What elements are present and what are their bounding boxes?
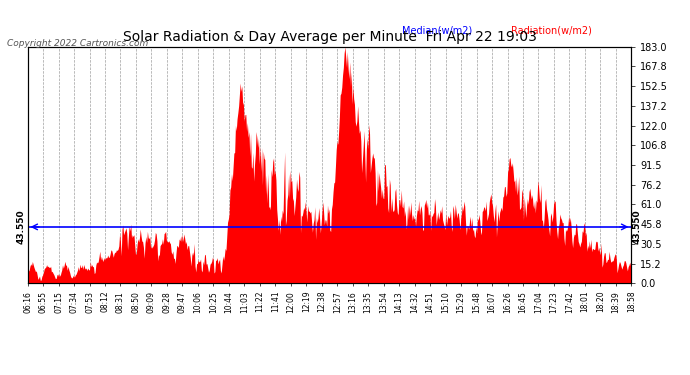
Text: 43.550: 43.550 [17, 210, 26, 244]
Text: Median(w/m2): Median(w/m2) [402, 26, 472, 35]
Title: Solar Radiation & Day Average per Minute  Fri Apr 22 19:03: Solar Radiation & Day Average per Minute… [123, 30, 536, 44]
Text: Radiation(w/m2): Radiation(w/m2) [511, 26, 591, 35]
Text: 43.550: 43.550 [633, 210, 642, 244]
Text: Copyright 2022 Cartronics.com: Copyright 2022 Cartronics.com [7, 39, 148, 48]
